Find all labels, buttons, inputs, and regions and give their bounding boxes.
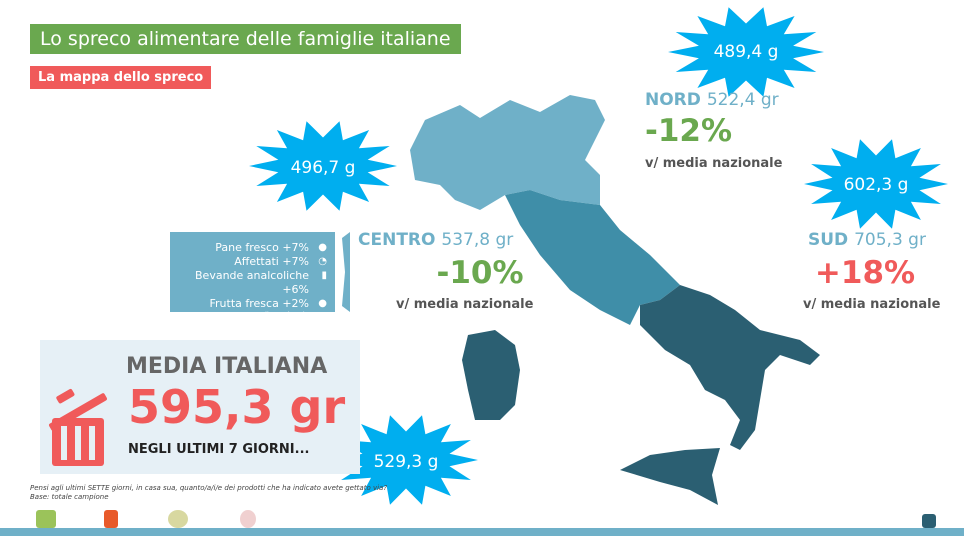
centro-note: v/ media nazionale xyxy=(396,297,534,312)
legend-note: v/ media nazionale xyxy=(242,311,309,319)
page-subtitle: La mappa dello spreco xyxy=(30,66,212,89)
legend-item: Bevande analcoliche +6% ▮ xyxy=(195,269,327,296)
centro-label: CENTRO 537,8 gr xyxy=(358,230,514,250)
legend-item: Affettati +7% ◔ xyxy=(234,255,327,268)
logo-ipsos xyxy=(922,514,936,528)
starburst-nord xyxy=(668,7,824,97)
burst-nord-value: 489,4 g xyxy=(713,42,779,62)
starburst-centro xyxy=(249,121,397,211)
media-value: 595,3 gr xyxy=(128,380,346,434)
burst-centro-value: 496,7 g xyxy=(290,158,356,178)
map-island-sardinia xyxy=(462,330,520,420)
legend-pointer xyxy=(342,232,350,312)
bread-icon: ● xyxy=(318,242,327,253)
centro-pct: -10% xyxy=(436,255,524,291)
cold-cuts-icon: ◔ xyxy=(318,256,327,267)
nord-note: v/ media nazionale xyxy=(645,156,783,171)
nord-pct: -12% xyxy=(645,113,733,149)
burst-isole-value: 529,3 g xyxy=(373,452,439,472)
media-title: MEDIA ITALIANA xyxy=(126,354,328,379)
logo-university-seal xyxy=(240,510,256,528)
legend-item: Frutta fresca +2% ● xyxy=(209,297,328,310)
media-italiana-box: MEDIA ITALIANA 595,3 gr NEGLI ULTIMI 7 G… xyxy=(40,340,360,474)
logo-last-minute-market xyxy=(104,510,118,528)
logo-partner-seal xyxy=(168,510,188,528)
sud-pct: +18% xyxy=(814,255,916,291)
burst-sud-value: 602,3 g xyxy=(843,175,909,195)
trash-bin-icon xyxy=(49,388,107,466)
bottle-icon: ▮ xyxy=(321,270,327,281)
starburst-sud xyxy=(804,139,948,229)
media-period: NEGLI ULTIMI 7 GIORNI... xyxy=(128,442,310,457)
nord-label: NORD 522,4 gr xyxy=(645,90,779,110)
map-region-centro xyxy=(505,190,680,325)
starburst-isole xyxy=(334,415,478,505)
category-legend: Pane fresco +7% ● Affettati +7% ◔ Bevande … xyxy=(170,232,335,319)
logo-waste-watcher xyxy=(36,510,56,528)
sud-label: SUD 705,3 gr xyxy=(808,230,926,250)
footnote: Pensi agli ultimi SETTE giorni, in casa … xyxy=(30,484,388,501)
map-region-sud xyxy=(640,285,820,450)
apple-icon: ● xyxy=(318,298,327,309)
page-title: Lo spreco alimentare delle famiglie ital… xyxy=(30,24,461,54)
sud-note: v/ media nazionale xyxy=(803,297,941,312)
bottom-bar xyxy=(0,528,964,536)
legend-item: Pane fresco +7% ● xyxy=(215,241,327,254)
map-region-nord xyxy=(410,95,605,210)
map-island-sicily xyxy=(620,448,720,505)
